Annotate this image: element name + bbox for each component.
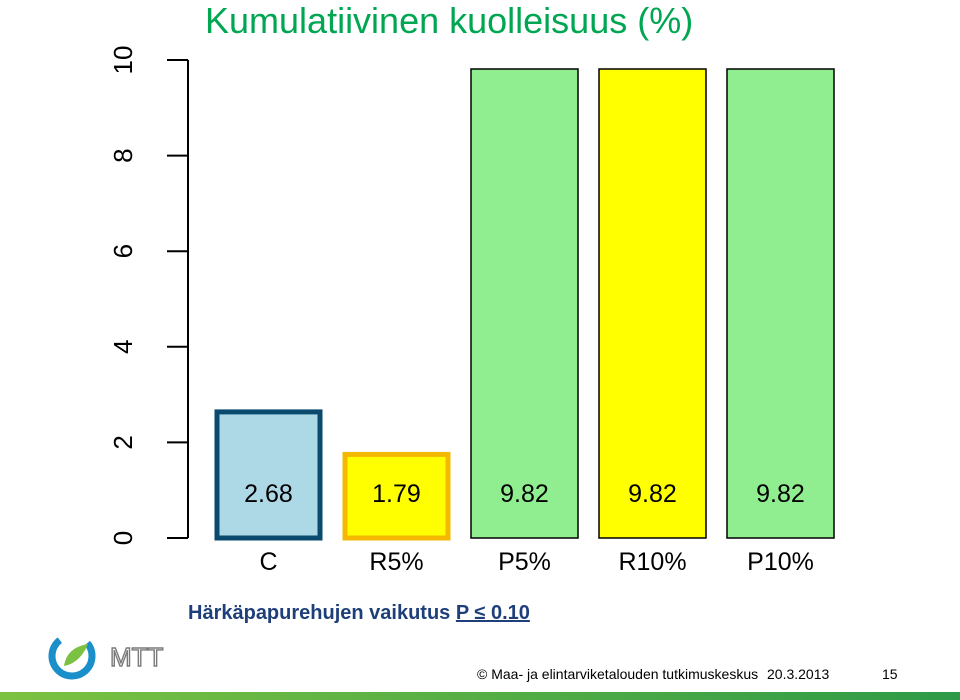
y-tick-label: 4 (108, 340, 138, 354)
x-category-label: R10% (618, 548, 686, 576)
y-tick-label: 10 (108, 46, 138, 75)
bar-value-label: 9.82 (756, 480, 805, 508)
bar (470, 68, 579, 539)
y-tick-label: 0 (108, 531, 138, 545)
logo-text: MTT (110, 642, 164, 672)
bar (214, 409, 323, 541)
page-number: 15 (882, 666, 898, 682)
y-tick-label: 8 (108, 148, 138, 162)
mtt-logo: MTT (48, 632, 164, 680)
x-category-label: C (259, 548, 277, 576)
chart-subtitle: Härkäpapurehujen vaikutus P ≤ 0.10 (188, 602, 530, 625)
subtitle-pvalue: P ≤ 0.10 (455, 602, 530, 624)
slide-title: Kumulatiivinen kuolleisuus (%) (205, 0, 694, 41)
bar-value-label: 9.82 (500, 480, 549, 508)
bottom-bar (0, 692, 960, 700)
bar (598, 68, 707, 539)
bar-value-label: 2.68 (244, 480, 293, 508)
y-tick-label: 2 (108, 435, 138, 449)
x-category-label: P5% (498, 548, 551, 576)
bar-value-label: 9.82 (628, 480, 677, 508)
bar-value-label: 1.79 (372, 480, 421, 508)
x-category-label: R5% (369, 548, 423, 576)
bar-chart: 0 2 4 6 8 10 2.68 C 1.79 R5% 9.82 P5% 9.82 R10% 9.82 P1… (108, 46, 835, 576)
bar (726, 68, 835, 539)
footer: © Maa- ja elintarviketalouden tutkimuske… (477, 666, 898, 682)
subtitle-text: Härkäpapurehujen vaikutus (188, 602, 456, 624)
y-tick-label: 6 (108, 244, 138, 258)
footer-date: 20.3.2013 (767, 666, 830, 682)
x-category-label: P10% (747, 548, 814, 576)
footer-organization: © Maa- ja elintarviketalouden tutkimuske… (477, 666, 759, 682)
bar (342, 451, 451, 541)
